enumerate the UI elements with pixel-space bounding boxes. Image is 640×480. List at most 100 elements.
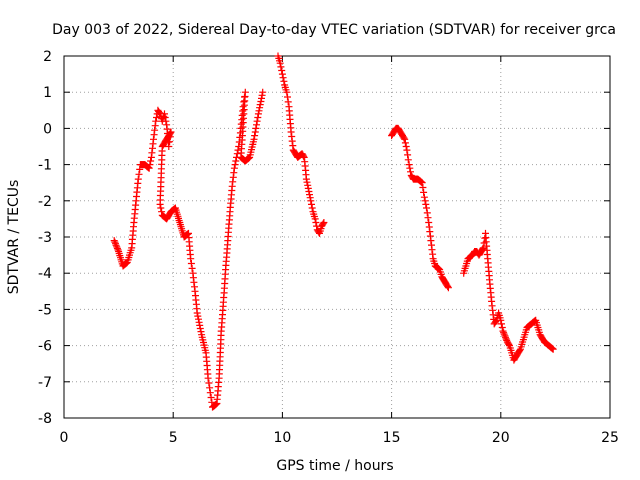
data-point bbox=[276, 59, 284, 67]
data-point bbox=[152, 117, 160, 125]
data-point bbox=[320, 219, 328, 226]
data-point bbox=[307, 197, 315, 205]
data-point bbox=[278, 70, 286, 78]
data-point bbox=[424, 214, 432, 222]
y-tick-label: -6 bbox=[38, 339, 52, 355]
data-point bbox=[204, 374, 212, 382]
data-point bbox=[500, 330, 508, 338]
data-point bbox=[251, 132, 259, 140]
y-tick-label: -2 bbox=[38, 194, 52, 210]
y-tick-label: -4 bbox=[38, 266, 52, 282]
data-point bbox=[303, 178, 311, 186]
data-point bbox=[407, 168, 414, 176]
data-point bbox=[233, 150, 241, 158]
data-point bbox=[188, 264, 196, 272]
data-point bbox=[300, 152, 307, 160]
data-point bbox=[315, 228, 323, 236]
data-point bbox=[311, 215, 319, 223]
data-point bbox=[401, 135, 409, 143]
data-point bbox=[134, 175, 142, 183]
data-point bbox=[308, 204, 316, 212]
data-point bbox=[444, 284, 452, 292]
data-point bbox=[161, 110, 168, 118]
x-tick-label: 15 bbox=[383, 430, 401, 446]
data-point bbox=[253, 117, 261, 125]
data-point bbox=[110, 237, 118, 245]
data-point bbox=[157, 204, 165, 212]
data-point bbox=[549, 345, 557, 353]
data-point bbox=[146, 161, 154, 169]
data-point bbox=[406, 164, 414, 172]
grid-lines bbox=[64, 56, 610, 418]
data-point bbox=[312, 219, 320, 226]
data-point bbox=[404, 151, 412, 159]
data-point bbox=[205, 379, 213, 387]
data-point bbox=[420, 188, 428, 196]
data-point bbox=[135, 170, 143, 178]
x-tick-label: 0 bbox=[60, 430, 69, 446]
data-point bbox=[306, 191, 313, 199]
data-point bbox=[498, 324, 506, 331]
data-point bbox=[402, 143, 410, 150]
data-point bbox=[159, 141, 167, 149]
data-point bbox=[516, 346, 524, 354]
data-point bbox=[403, 146, 411, 154]
data-point bbox=[419, 184, 427, 191]
data-point bbox=[279, 74, 287, 82]
data-point bbox=[277, 63, 285, 71]
data-point bbox=[232, 157, 240, 165]
data-point bbox=[444, 283, 452, 290]
data-point bbox=[283, 88, 291, 96]
data-point bbox=[147, 157, 155, 165]
data-point bbox=[497, 316, 505, 324]
data-point bbox=[422, 200, 430, 208]
data-point bbox=[158, 208, 166, 216]
y-tick-label: 0 bbox=[43, 121, 52, 137]
data-point bbox=[420, 193, 428, 201]
data-point bbox=[284, 93, 291, 101]
data-point bbox=[505, 340, 513, 348]
y-tick-label: -5 bbox=[38, 302, 52, 318]
data-points bbox=[110, 52, 557, 411]
data-point bbox=[423, 209, 431, 217]
x-tick-label: 5 bbox=[169, 430, 178, 446]
data-point bbox=[400, 134, 408, 142]
data-point bbox=[206, 384, 214, 392]
data-point bbox=[165, 143, 173, 150]
data-point bbox=[196, 325, 204, 332]
data-point bbox=[404, 156, 412, 164]
y-tick-label: -8 bbox=[38, 411, 52, 427]
x-axis-label: GPS time / hours bbox=[276, 458, 393, 474]
data-point bbox=[256, 101, 264, 109]
data-point bbox=[421, 197, 429, 205]
data-point bbox=[187, 255, 195, 263]
data-point bbox=[153, 114, 160, 121]
data-point bbox=[206, 389, 214, 397]
data-point bbox=[230, 164, 238, 172]
y-tick-label: 1 bbox=[43, 85, 52, 101]
data-point bbox=[423, 204, 430, 212]
axis-ticks: 0 5 10 15 20 25 -8 -7 -6 -5 -4 -3 -2 -1 0 1 2 bbox=[38, 49, 619, 446]
y-tick-label: 2 bbox=[43, 49, 52, 65]
x-tick-label: 25 bbox=[601, 430, 619, 446]
data-point bbox=[187, 260, 195, 267]
data-point bbox=[401, 139, 409, 147]
data-point bbox=[155, 109, 163, 117]
data-point bbox=[156, 200, 164, 208]
data-point bbox=[136, 165, 144, 173]
data-point bbox=[162, 117, 170, 125]
y-tick-label: -7 bbox=[38, 375, 52, 391]
data-point bbox=[308, 200, 315, 208]
data-point bbox=[319, 220, 327, 228]
data-point bbox=[280, 77, 288, 85]
data-point bbox=[145, 164, 153, 172]
y-tick-label: -3 bbox=[38, 230, 52, 246]
data-point bbox=[418, 179, 426, 187]
data-point bbox=[405, 161, 413, 169]
data-point bbox=[194, 312, 202, 320]
chart-title: Day 003 of 2022, Sidereal Day-to-day VTE… bbox=[52, 22, 616, 38]
data-point bbox=[284, 98, 292, 106]
data-point bbox=[231, 161, 239, 169]
x-tick-label: 20 bbox=[492, 430, 510, 446]
